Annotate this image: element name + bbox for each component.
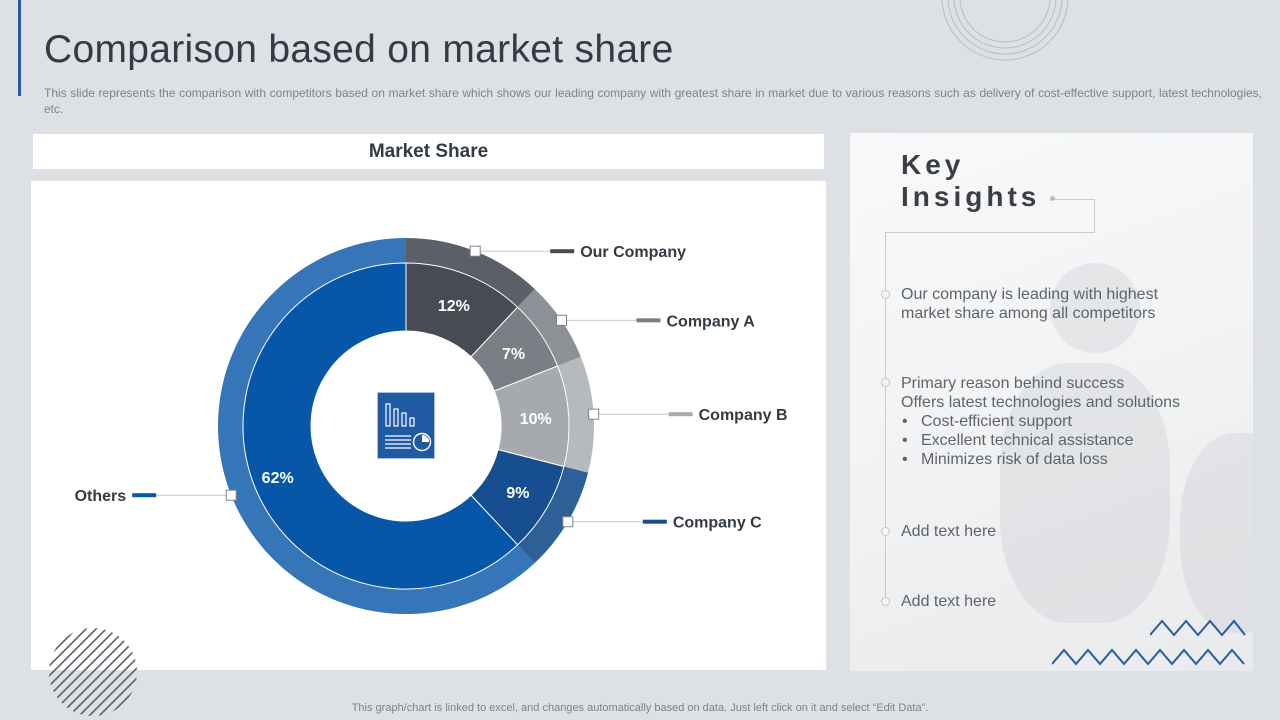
insights-title: Key Insights	[901, 149, 1040, 213]
insights-title-line2: Insights	[901, 181, 1041, 212]
insight-item-2: Primary reason behind success Offers lat…	[901, 374, 1241, 469]
legend-label: Others	[75, 488, 127, 505]
callout-marker	[588, 408, 600, 420]
zigzag-decoration	[1150, 619, 1246, 637]
legend-swatch	[636, 318, 661, 323]
market-share-donut-chart[interactable]: 12% 7% 10% 9% 62% Our Company Company A Company…	[31, 181, 826, 670]
insights-title-line1: Key	[901, 149, 965, 180]
timeline-connector	[1094, 199, 1095, 233]
legend-swatch	[668, 412, 693, 417]
background-figure	[1050, 263, 1140, 353]
slice-value-label: 10%	[520, 411, 552, 428]
insight-item-1: Our company is leading with highest mark…	[901, 286, 1159, 322]
legend-swatch	[132, 493, 157, 498]
donut-outer-ring-segment	[517, 288, 581, 366]
insight-bullet-list: Cost-efficient support Excellent technic…	[901, 412, 1241, 469]
slice-value-label: 9%	[506, 485, 529, 502]
donut-outer-ring-segment	[557, 356, 594, 473]
insight-bullet: Cost-efficient support	[901, 412, 1241, 431]
legend-label: Company A	[666, 313, 755, 330]
insight-bullet: Excellent technical assistance	[901, 431, 1241, 450]
chart-header: Market Share	[33, 134, 824, 169]
background-figure	[1000, 363, 1170, 623]
timeline-line	[885, 233, 886, 603]
timeline-dot	[881, 527, 890, 536]
timeline-dot	[881, 597, 890, 606]
slice-value-label: 62%	[262, 470, 294, 487]
report-chart-icon	[376, 391, 436, 460]
legend-swatch	[550, 249, 575, 254]
slide-title: Comparison based on market share	[44, 28, 674, 71]
callout-marker	[555, 314, 567, 326]
legend-label: Our Company	[580, 244, 686, 261]
donut-outer-ring-segment	[217, 238, 535, 614]
timeline-dot	[1050, 196, 1055, 201]
slice-value-label: 12%	[438, 298, 470, 315]
donut-outer-ring-segment	[517, 466, 589, 564]
timeline-connector	[885, 232, 1094, 233]
slice-value-label: 7%	[502, 346, 525, 363]
donut-outer-ring-segment	[406, 238, 535, 308]
insight-item-3: Add text here	[901, 523, 997, 540]
slide-subtitle: This slide represents the comparison wit…	[44, 86, 1262, 116]
insight-item-4: Add text here	[901, 593, 997, 610]
legend-swatch	[642, 519, 667, 524]
callout-marker	[225, 489, 237, 501]
legend-label: Company B	[699, 407, 788, 424]
slide-footer: This graph/chart is linked to excel, and…	[351, 702, 929, 714]
title-accent-bar	[18, 0, 21, 96]
donut-slice	[242, 262, 519, 590]
timeline-dot	[881, 378, 890, 387]
callout-marker	[562, 516, 574, 528]
timeline-connector	[1053, 199, 1094, 200]
callout-marker	[469, 245, 481, 257]
insight-item-2-heading: Primary reason behind success	[901, 375, 1125, 392]
hatched-circle-decoration	[49, 628, 137, 716]
insight-item-2-subheading: Offers latest technologies and solutions	[901, 394, 1180, 411]
zigzag-decoration	[1052, 648, 1245, 666]
decorative-rings	[941, 0, 1069, 61]
key-insights-panel: Key Insights Our company is leading with…	[850, 133, 1253, 671]
timeline-dot	[881, 290, 890, 299]
legend-label: Company C	[673, 515, 762, 532]
chart-panel: 12% 7% 10% 9% 62% Our Company Company A Company…	[31, 181, 826, 670]
insight-bullet: Minimizes risk of data loss	[901, 450, 1241, 469]
